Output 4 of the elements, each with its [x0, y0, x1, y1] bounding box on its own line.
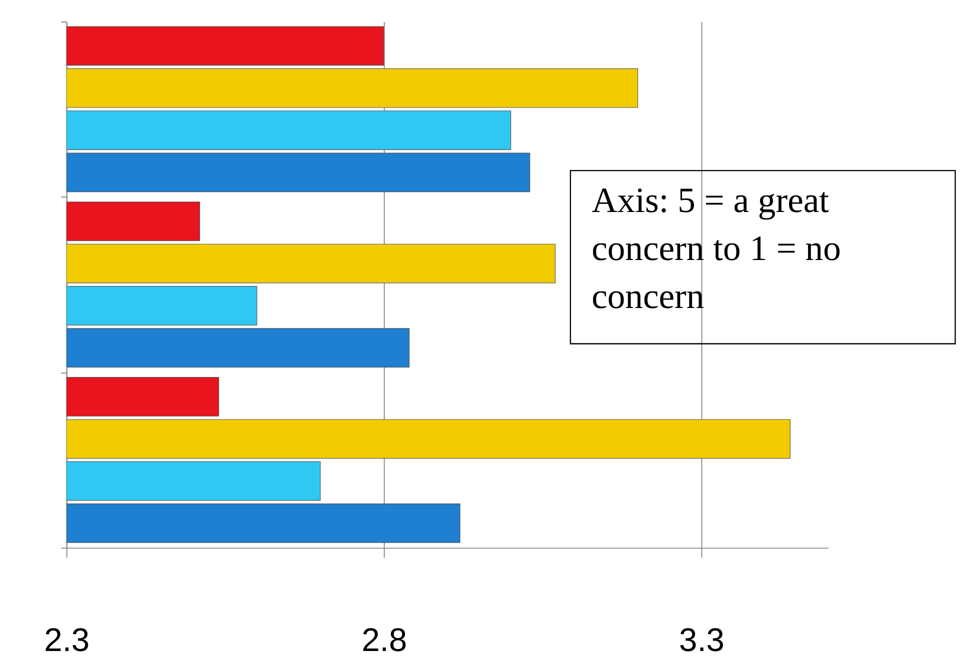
x-tick-label: 3.3 [679, 621, 724, 658]
x-tick-label: 2.8 [362, 621, 408, 658]
annotation: Axis: 5 = a great concern to 1 = no concern [592, 180, 841, 316]
x-tick-label: 2.3 [44, 621, 90, 658]
